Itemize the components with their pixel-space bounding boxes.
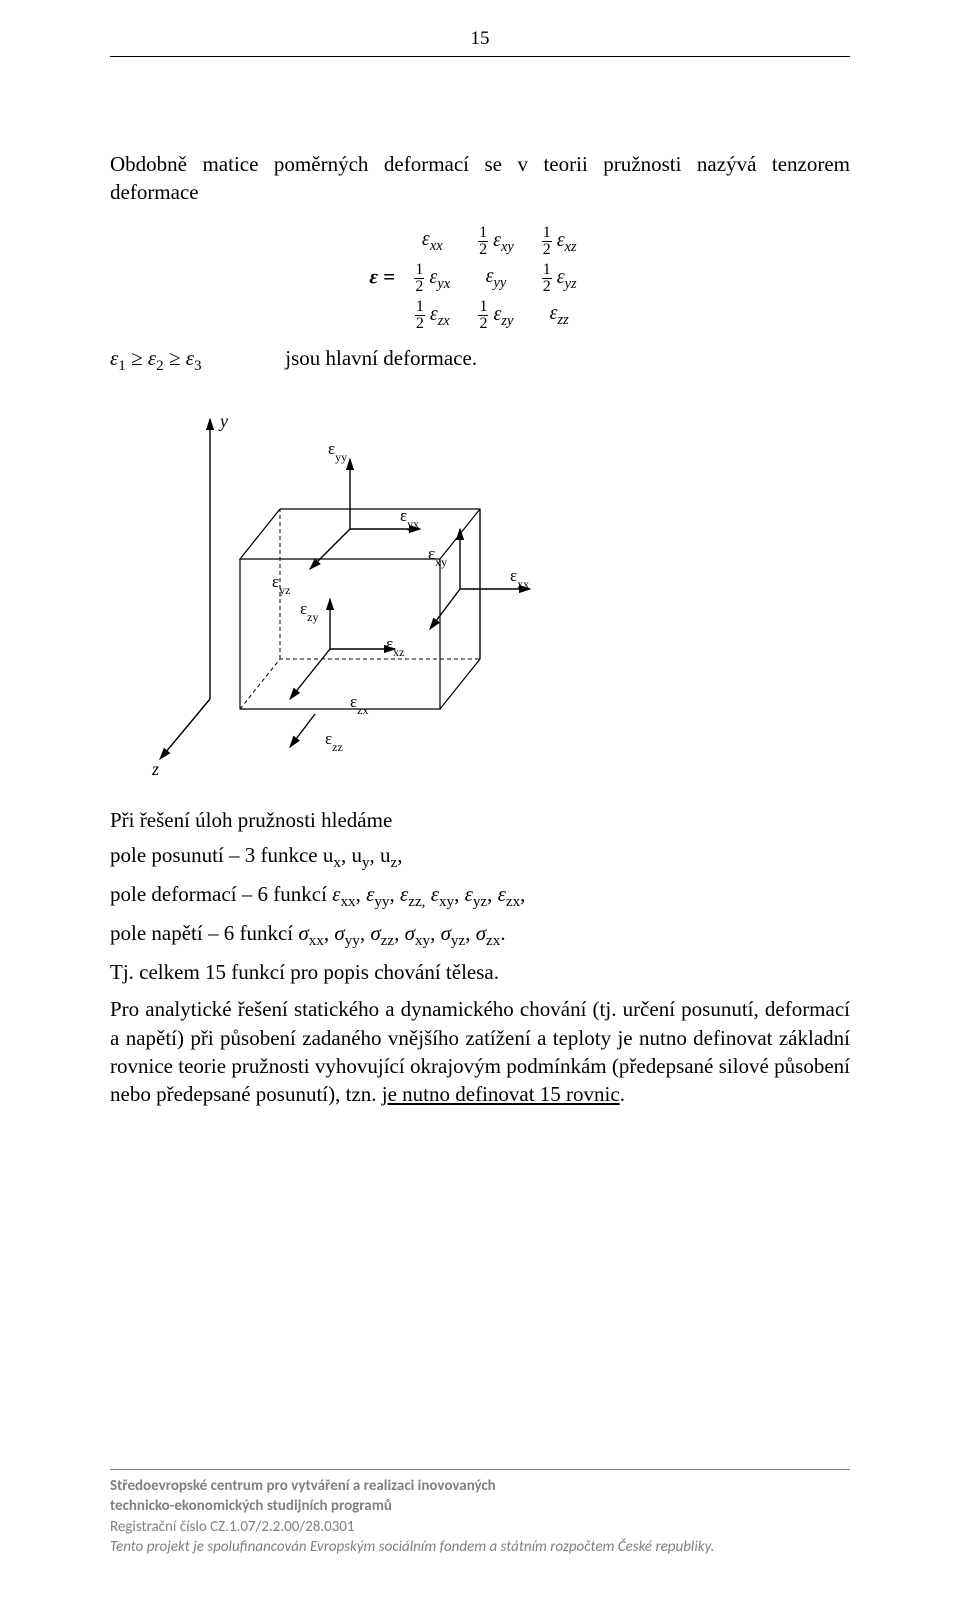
- bullet-stress: pole napětí – 6 funkcí σxx, σyy, σzz, σx…: [110, 921, 850, 950]
- svg-text:y: y: [218, 411, 228, 431]
- page: 15 Obdobně matice poměrných deformací se…: [0, 0, 960, 1597]
- para2-underline: je nutno definovat 15 rovnic: [382, 1082, 620, 1106]
- svg-text:z: z: [151, 759, 159, 779]
- matrix-cell: 12 εxy: [464, 223, 528, 260]
- footer-line3: Registrační číslo CZ.1.07/2.2.00/28.0301: [110, 1518, 355, 1536]
- tj-line: Tj. celkem 15 funkcí pro popis chování t…: [110, 960, 850, 985]
- matrix-cell: εzz: [528, 297, 591, 334]
- strain-cube-svg: y z εyy εyx εyz: [150, 399, 570, 779]
- strain-cube-diagram: y z εyy εyx εyz: [150, 399, 850, 784]
- strain-tensor-matrix: εxx 12 εxy 12 εxz 12 εyx εyy 12 εyz 12 ε…: [400, 223, 590, 334]
- paragraph-intro: Obdobně matice poměrných deformací se v …: [110, 150, 850, 207]
- svg-text:εyy: εyy: [328, 439, 347, 464]
- matrix-cell: 12 εyz: [528, 260, 591, 297]
- svg-text:εxx: εxx: [510, 566, 529, 591]
- principal-inequality: ε1 ≥ ε2 ≥ ε3: [110, 346, 280, 375]
- matrix-lhs: ε =: [369, 264, 395, 288]
- svg-text:εxz: εxz: [386, 634, 404, 659]
- matrix-cell: 12 εyx: [400, 260, 464, 297]
- footer-line1: Středoevropské centrum pro vytváření a r…: [110, 1477, 496, 1495]
- svg-text:εzx: εzx: [350, 692, 368, 717]
- page-number: 15: [0, 28, 960, 50]
- principal-strains-line: ε1 ≥ ε2 ≥ ε3 jsou hlavní deformace.: [110, 346, 850, 375]
- page-footer: Středoevropské centrum pro vytváření a r…: [110, 1469, 850, 1557]
- footer-line2: technicko-ekonomických studijních progra…: [110, 1497, 392, 1515]
- para2-end: .: [620, 1082, 625, 1106]
- principal-description: jsou hlavní deformace.: [285, 346, 477, 370]
- footer-text: Středoevropské centrum pro vytváření a r…: [110, 1476, 850, 1557]
- matrix-cell: 12 εzy: [464, 297, 528, 334]
- svg-text:εxy: εxy: [428, 544, 447, 569]
- heading-search: Při řešení úloh pružnosti hledáme: [110, 808, 850, 833]
- matrix-cell: 12 εzx: [400, 297, 464, 334]
- svg-text:εyz: εyz: [272, 572, 290, 597]
- header-rule: [110, 56, 850, 57]
- content: Obdobně matice poměrných deformací se v …: [110, 150, 850, 1109]
- footer-rule: [110, 1469, 850, 1470]
- svg-text:εyx: εyx: [400, 506, 419, 531]
- matrix-cell: εyy: [464, 260, 528, 297]
- bullet-strain: pole deformací – 6 funkcí εxx, εyy, εzz,…: [110, 882, 850, 911]
- matrix-cell: 12 εxz: [528, 223, 591, 260]
- svg-text:εzz: εzz: [325, 729, 343, 754]
- bullet-displacement: pole posunutí – 3 funkce ux, uy, uz,: [110, 843, 850, 872]
- paragraph-conclusion: Pro analytické řešení statického a dynam…: [110, 995, 850, 1108]
- strain-tensor-formula: ε = εxx 12 εxy 12 εxz 12 εyx εyy 12 εyz …: [110, 223, 850, 334]
- svg-text:εzy: εzy: [300, 599, 318, 624]
- footer-line4: Tento projekt je spolufinancován Evropsk…: [110, 1538, 714, 1556]
- matrix-cell: εxx: [400, 223, 464, 260]
